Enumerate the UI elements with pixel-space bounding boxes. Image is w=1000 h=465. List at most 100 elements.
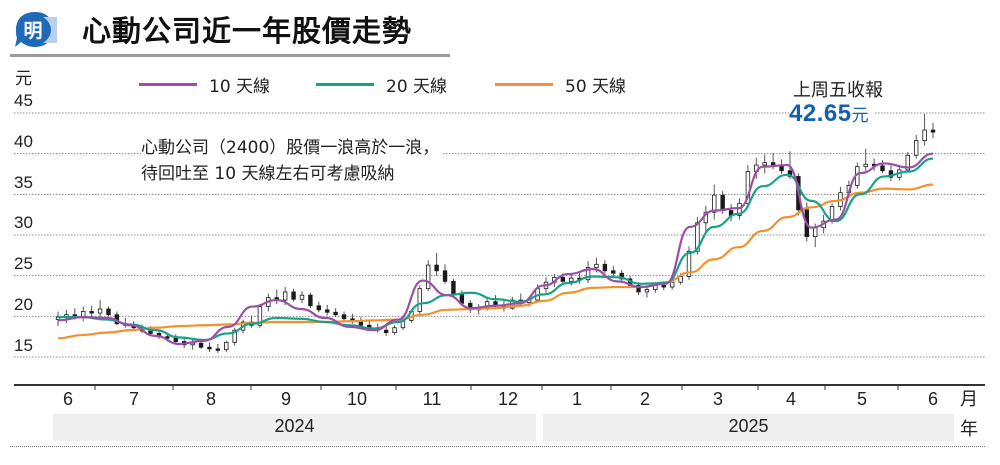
legend-swatch-ma10 (139, 82, 197, 86)
candle-up (644, 289, 650, 293)
candle-down (198, 342, 204, 348)
legend-ma50: 50 天線 (495, 74, 627, 97)
month-label: 5 (856, 389, 868, 409)
ma10-line (57, 152, 934, 346)
legend-swatch-ma20 (316, 82, 374, 86)
candle-up (417, 288, 422, 312)
candle-down (880, 165, 885, 172)
candle-up (594, 263, 599, 268)
candle-down (560, 276, 566, 282)
candle-down (611, 270, 616, 274)
candle-up (737, 202, 742, 216)
y-tick-label: 35 (14, 173, 33, 192)
candle-down (173, 337, 178, 342)
candle-down (89, 311, 94, 314)
legend-swatch-ma50 (495, 82, 553, 86)
year-band-2024: 2024 (53, 414, 536, 441)
candle-up (425, 264, 431, 290)
year-label: 2024 (274, 416, 315, 436)
chart-title: 心動公司近一年股價走勢 (82, 14, 413, 48)
candle-down (148, 330, 153, 334)
candle-up (282, 291, 288, 301)
month-label: 3 (712, 389, 724, 409)
y-tick-label: 30 (14, 213, 33, 232)
candle-up (97, 308, 103, 314)
month-label: 11 (422, 389, 442, 409)
ma50-line (57, 183, 934, 340)
header-divider (10, 54, 450, 57)
candle-down (165, 336, 170, 339)
candle-down (325, 309, 330, 313)
candle-down (341, 314, 347, 320)
candle-up (669, 281, 675, 288)
y-axis-unit: 元 (15, 69, 32, 89)
year-axis-unit: 年 (960, 419, 978, 440)
candle-down (619, 272, 624, 280)
annotation-line-2: 待回吐至 10 天線左右可考慮吸納 (141, 159, 399, 184)
candle-down (207, 346, 212, 350)
month-label: 6 (62, 389, 74, 409)
candle-down (636, 285, 641, 293)
candle-up (922, 129, 927, 142)
month-label: 8 (205, 389, 217, 409)
last-close-value-box: 42.65元 (789, 100, 875, 128)
month-label: 1 (571, 389, 583, 409)
candle-down (383, 329, 389, 334)
candle-down (308, 294, 313, 307)
candle-up (905, 154, 910, 171)
candle-up (863, 163, 868, 168)
y-tick-label: 25 (14, 254, 33, 273)
year-label: 2025 (728, 416, 769, 436)
candle-down (930, 129, 936, 133)
candle-down (661, 285, 666, 288)
candle-down (215, 348, 221, 351)
logo-text: 明 (23, 20, 42, 42)
candle-down (602, 263, 608, 272)
chart-header: 明 心動公司近一年股價走勢 (0, 0, 1000, 57)
bottom-divider (10, 446, 985, 447)
ming-pao-logo-icon: 明 (15, 12, 57, 47)
legend-ma20: 20 天線 (316, 74, 448, 97)
candle-up (686, 250, 692, 277)
month-label: 2 (639, 389, 651, 409)
candle-up (913, 140, 919, 156)
candle-up (232, 329, 237, 343)
candle-up (762, 162, 767, 166)
candle-down (770, 162, 776, 166)
candle-down (442, 270, 448, 282)
annotation-line-1: 心動公司（2400）股價一浪高於一浪， (141, 133, 444, 158)
candle-up (585, 267, 591, 281)
ma20-line (58, 157, 934, 342)
candle-down (888, 170, 894, 178)
candle-up (257, 306, 263, 326)
candle-down (333, 311, 338, 316)
year-band-2025: 2025 (543, 414, 954, 441)
month-label: 6 (927, 389, 939, 409)
candle-down (434, 264, 439, 272)
y-tick-label: 15 (14, 336, 33, 355)
legend-label: 20 天線 (386, 76, 448, 97)
candle-up (392, 327, 397, 334)
y-tick-label: 45 (14, 91, 33, 110)
candle-up (299, 294, 305, 300)
candle-up (569, 277, 574, 282)
candle-down (106, 308, 111, 316)
candle-up (712, 194, 717, 213)
month-label: 10 (346, 389, 368, 409)
month-label: 7 (128, 389, 140, 409)
candle-up (813, 227, 818, 238)
y-tick-label: 20 (14, 295, 33, 314)
legend-label: 50 天線 (565, 76, 627, 97)
x-axis (14, 384, 985, 390)
last-close-value: 42.65 (789, 100, 852, 127)
candle-down (451, 280, 456, 295)
last-close-unit: 元 (851, 106, 869, 126)
legend-ma10: 10 天線 (139, 74, 270, 97)
moving-average-lines (57, 152, 934, 346)
month-label: 9 (280, 389, 292, 409)
last-close-label: 上周五收報 (789, 76, 887, 102)
candle-up (224, 341, 229, 351)
month-label: 4 (785, 389, 797, 409)
month-label: 12 (497, 389, 519, 409)
